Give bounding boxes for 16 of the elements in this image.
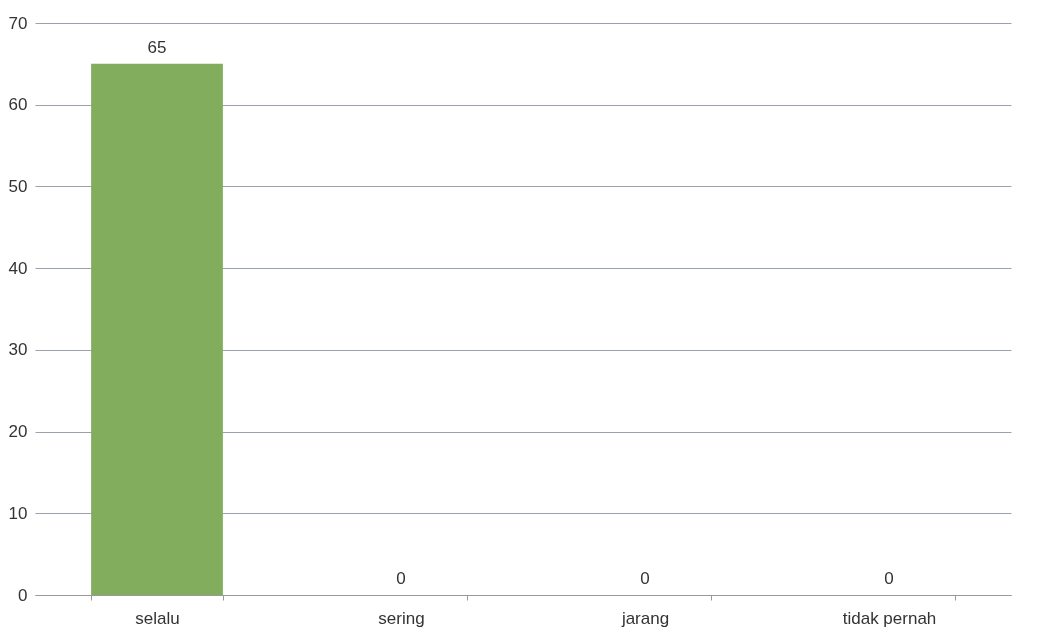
data-label: 0 — [640, 569, 650, 588]
y-tick-label: 0 — [18, 585, 28, 605]
data-label: 0 — [884, 569, 894, 588]
y-tick-label: 20 — [8, 422, 28, 442]
x-tick-label: tidak pernah — [842, 608, 937, 628]
y-tick-label: 30 — [8, 340, 28, 360]
y-tick-label: 70 — [8, 13, 28, 33]
x-tick-label: selalu — [135, 608, 180, 628]
data-label: 65 — [147, 37, 167, 57]
y-tick-label: 40 — [8, 258, 28, 278]
x-tick-label: sering — [378, 608, 425, 628]
x-tick-label: jarang — [620, 608, 670, 628]
y-tick-label: 60 — [8, 95, 28, 115]
y-tick-label: 10 — [8, 503, 28, 523]
data-label: 0 — [396, 569, 406, 588]
y-tick-label: 50 — [8, 176, 28, 196]
